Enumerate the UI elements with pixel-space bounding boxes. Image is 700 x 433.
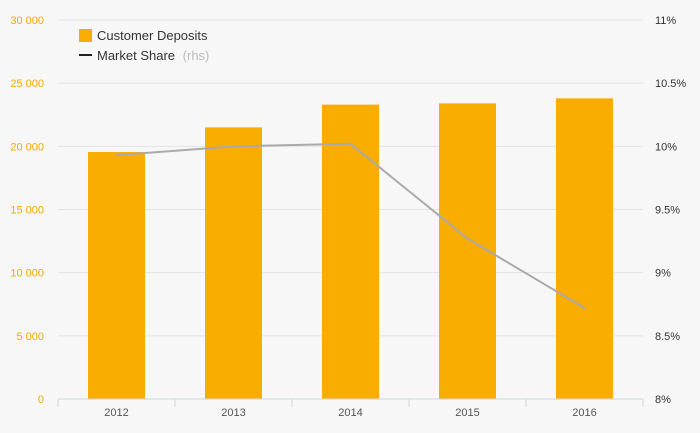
x-axis: 2012 2013 2014 2015 2016 xyxy=(57,398,644,419)
bar-2014 xyxy=(322,104,379,399)
bar-2013 xyxy=(205,127,262,399)
market-share-point-2013 xyxy=(232,145,235,148)
left-tick-label: 25 000 xyxy=(10,78,44,90)
x-tick-label: 2015 xyxy=(455,407,479,419)
left-tick-label: 5 000 xyxy=(16,331,44,343)
left-tick-label: 30 000 xyxy=(10,15,44,27)
right-tick-label: 10% xyxy=(655,141,677,153)
bar-2012 xyxy=(88,152,145,399)
bar-series-customer-deposits xyxy=(88,98,613,400)
legend-label-customer-deposits: Customer Deposits xyxy=(97,28,208,43)
bar-2016 xyxy=(556,98,613,400)
right-tick-label: 9% xyxy=(655,268,671,280)
legend: Customer Deposits Market Share (rhs) xyxy=(79,28,209,63)
right-tick-label: 9.5% xyxy=(655,205,680,217)
right-tick-label: 8% xyxy=(655,394,671,406)
market-share-point-2015 xyxy=(466,237,469,240)
x-tick-label: 2016 xyxy=(572,407,596,419)
left-tick-label: 15 000 xyxy=(10,205,44,217)
line-series-market-share xyxy=(115,142,586,310)
market-share-point-2012 xyxy=(115,154,118,157)
x-tick-label: 2014 xyxy=(338,407,362,419)
right-y-axis: 8% 8.5% 9% 9.5% 10% 10.5% 11% xyxy=(655,15,686,406)
right-tick-label: 10.5% xyxy=(655,78,686,90)
left-y-axis: 0 5 000 10 000 15 000 20 000 25 000 30 000 xyxy=(10,15,44,406)
left-tick-label: 20 000 xyxy=(10,141,44,153)
left-tick-label: 0 xyxy=(38,394,44,406)
legend-swatch-customer-deposits xyxy=(79,29,92,42)
legend-note-rhs: (rhs) xyxy=(183,48,210,63)
bar-2015 xyxy=(439,103,496,399)
x-tick-label: 2013 xyxy=(221,407,245,419)
legend-label-market-share: Market Share (rhs) xyxy=(97,48,209,63)
right-tick-label: 8.5% xyxy=(655,331,680,343)
x-tick-label: 2012 xyxy=(104,407,128,419)
market-share-point-2016 xyxy=(583,307,586,310)
left-tick-label: 10 000 xyxy=(10,268,44,280)
market-share-point-2014 xyxy=(349,142,352,145)
right-tick-label: 11% xyxy=(655,15,676,27)
